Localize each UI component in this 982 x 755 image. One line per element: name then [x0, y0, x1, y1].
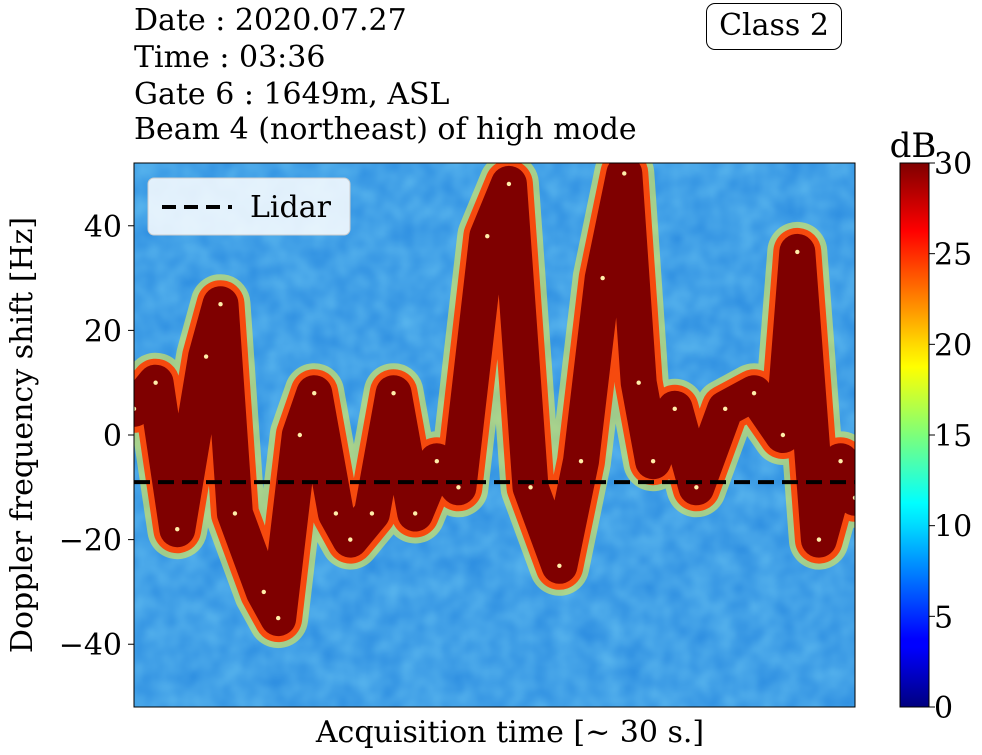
signal-point [557, 563, 562, 568]
signal-point [218, 302, 223, 307]
colorbar-tick-label: 10 [934, 510, 972, 545]
heatmap-area [134, 163, 855, 707]
signal-point [391, 390, 396, 396]
signal-tracks [134, 163, 855, 649]
y-tick-label: 20 [84, 314, 122, 349]
signal-point [369, 511, 375, 516]
signal-point [578, 458, 584, 464]
signal-point [600, 275, 605, 281]
signal-point [528, 485, 533, 490]
y-tick-label: −20 [59, 524, 122, 559]
signal-point [780, 432, 786, 438]
signal-point [816, 537, 822, 542]
signal-point [795, 249, 800, 255]
colorbar-ticks: 0 5 10 15 20 25 30 [929, 147, 972, 726]
signal-point [175, 526, 180, 532]
y-tick-label: 40 [84, 210, 122, 245]
signal-point [751, 390, 757, 396]
colorbar-tick-label: 30 [934, 147, 972, 182]
date-line: Date : 2020.07.27 [134, 3, 407, 38]
legend-box [147, 177, 351, 236]
signal-point [333, 511, 339, 516]
signal-point [456, 485, 461, 490]
signal-point [838, 458, 843, 464]
signal-point [276, 615, 281, 621]
y-tick-label: −40 [59, 628, 122, 663]
colorbar-tick-label: 15 [934, 419, 972, 454]
signal-point [261, 589, 266, 595]
colorbar-tick-label: 5 [934, 600, 953, 635]
signal-point [636, 380, 641, 385]
signal-point [348, 537, 353, 542]
signal-point [134, 406, 137, 412]
signal-point [312, 390, 317, 396]
colorbar-label: dB [890, 126, 937, 166]
gate-line: Gate 6 : 1649m, ASL [134, 77, 450, 112]
signal-point [434, 458, 440, 464]
x-axis-label: Acquisition time [~ 30 s.] [315, 715, 704, 750]
legend-lidar-label: Lidar [250, 190, 332, 225]
signal-point [485, 234, 490, 239]
signal-point [506, 181, 512, 187]
y-axis-label: Doppler frequency shift [Hz] [5, 217, 40, 653]
colorbar-tick-label: 25 [934, 238, 972, 273]
signal-point [694, 485, 699, 490]
colorbar-tick-label: 0 [934, 691, 953, 726]
signal-point [852, 495, 855, 500]
signal-point [203, 354, 209, 359]
signal-point [622, 171, 627, 176]
signal-point [232, 511, 238, 516]
colorbar [899, 162, 930, 708]
colorbar-tick-label: 20 [934, 328, 972, 363]
signal-point [153, 380, 158, 385]
signal-point [297, 432, 303, 438]
class-badge: Class 2 [706, 3, 842, 50]
signal-point [672, 406, 677, 412]
legend: Lidar [147, 177, 351, 236]
time-line: Time : 03:36 [134, 40, 326, 75]
y-axis-ticks: 40 20 0 −20 −40 [59, 210, 134, 663]
signal-point [723, 406, 728, 412]
signal-point [650, 458, 656, 464]
beam-line: Beam 4 (northeast) of high mode [134, 112, 637, 147]
y-tick-label: 0 [103, 419, 122, 454]
signal-point [412, 511, 418, 516]
